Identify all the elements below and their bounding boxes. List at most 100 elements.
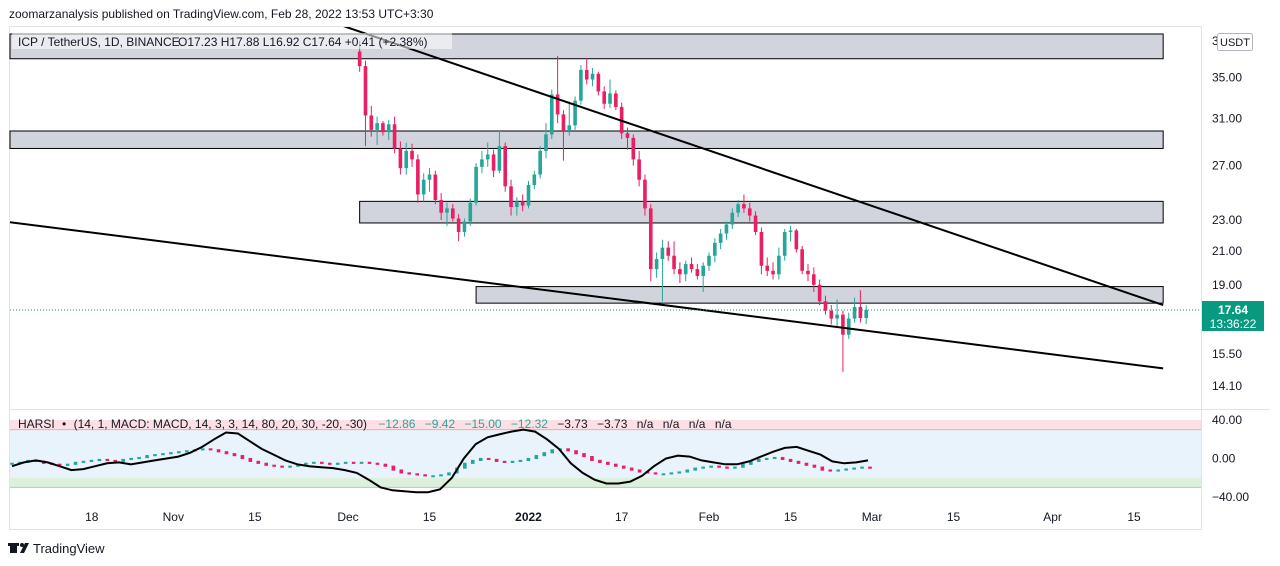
harsi-candle: [200, 448, 205, 451]
harsi-candle: [653, 472, 658, 475]
harsi-tick: 0.00: [1212, 452, 1236, 466]
harsi-candle: [145, 455, 149, 459]
time-tick: 15: [248, 510, 262, 524]
candle-body: [497, 146, 502, 171]
time-axis[interactable]: 18 Nov 15 Dec 15 2022 17 Feb 15 Mar 15 Apr 15: [85, 510, 1141, 524]
time-tick: 17: [615, 510, 629, 524]
trendline-lower: [10, 221, 1164, 370]
candle-body: [689, 264, 694, 270]
candle-body: [433, 174, 438, 200]
time-tick: Nov: [163, 510, 184, 524]
harsi-candle: [439, 474, 443, 477]
candle-body: [555, 94, 560, 115]
candle-body: [544, 134, 548, 151]
candle-body: [381, 123, 385, 133]
harsi-value-2: −9.42: [425, 417, 456, 431]
candle-body: [584, 69, 589, 80]
price-scale[interactable]: 39.0035.0031.0027.0023.0021.0019.0015.50…: [1212, 34, 1242, 393]
price-tick: 15.50: [1212, 347, 1242, 361]
harsi-candle: [216, 449, 221, 453]
harsi-candle: [709, 465, 713, 468]
harsi-candle: [685, 469, 690, 473]
candle-body: [451, 208, 455, 219]
candle-body: [701, 265, 705, 276]
harsi-candle: [343, 461, 348, 464]
harsi-value-1: −12.86: [378, 417, 415, 431]
harsi-candle: [756, 458, 761, 462]
harsi-candle: [741, 463, 745, 468]
publish-info: zoomarzanalysis published on TradingView…: [9, 7, 434, 21]
harsi-legend[interactable]: HARSI • (14, 1, MACD: MACD, 14, 3, 3, 14…: [18, 417, 732, 431]
price-candles: [357, 40, 869, 372]
harsi-tick: −40.00: [1212, 490, 1249, 504]
harsi-candle: [788, 458, 793, 462]
harsi-candle: [327, 462, 332, 465]
candle-body: [386, 124, 391, 133]
harsi-candle: [184, 450, 189, 453]
candle-body: [515, 201, 519, 207]
candle-body: [468, 202, 473, 222]
candle-body: [812, 274, 816, 285]
candle-body: [643, 179, 647, 209]
harsi-value-8: n/a: [663, 417, 680, 431]
tradingview-logo-icon: [8, 543, 29, 553]
time-tick: 15: [784, 510, 798, 524]
harsi-candle: [796, 460, 801, 464]
candle-body: [730, 212, 735, 225]
candle-body: [596, 73, 601, 92]
candle-body: [462, 221, 467, 233]
symbol-legend[interactable]: ICP / TetherUS, 1D, BINANCE O17.23 H17.8…: [12, 33, 452, 49]
candle-body: [788, 230, 793, 233]
harsi-candle: [383, 463, 388, 467]
harsi-candle: [65, 463, 70, 466]
zone-3: [359, 200, 1164, 224]
harsi-candle: [232, 453, 237, 457]
last-price-label: 17.64 13:36:22: [1202, 301, 1264, 331]
time-tick: 15: [423, 510, 437, 524]
candle-body: [456, 218, 461, 233]
time-tick: 2022: [515, 510, 542, 524]
price-tick: 27.00: [1212, 159, 1242, 173]
harsi-candle: [240, 455, 245, 460]
currency-badge[interactable]: USDT: [1217, 33, 1253, 51]
harsi-candle: [375, 462, 380, 465]
harsi-candle: [502, 460, 507, 463]
candle-body: [445, 208, 449, 213]
candle-body: [841, 314, 845, 335]
harsi-candle: [725, 466, 729, 469]
harsi-candle: [844, 468, 848, 471]
harsi-candle: [582, 453, 586, 458]
candle-body: [392, 124, 397, 149]
candle-body: [480, 159, 484, 167]
harsi-scale[interactable]: 40.00 0.00 −40.00: [1212, 413, 1249, 504]
candle-body: [614, 93, 618, 107]
harsi-candle: [391, 465, 396, 471]
time-tick: Feb: [699, 510, 720, 524]
harsi-value-10: n/a: [715, 417, 732, 431]
harsi-candle: [574, 450, 578, 455]
harsi-candle: [113, 459, 118, 462]
candle-body: [503, 146, 508, 187]
candle-body: [410, 150, 414, 160]
candle-body: [695, 269, 700, 276]
harsi-candle: [661, 473, 666, 476]
harsi-candle: [518, 459, 523, 462]
harsi-candle: [447, 472, 451, 476]
harsi-candle: [804, 462, 809, 466]
candle-body: [375, 123, 379, 130]
candle-body: [707, 255, 711, 266]
candle-body: [532, 174, 537, 185]
candle-body: [549, 94, 554, 135]
harsi-candle: [407, 472, 412, 475]
candle-body: [357, 51, 362, 67]
harsi-candle: [852, 467, 856, 470]
harsi-candle: [470, 459, 475, 464]
candle-body: [608, 93, 612, 104]
candle-body: [794, 230, 799, 250]
harsi-candle: [359, 461, 364, 464]
tradingview-brand[interactable]: TradingView: [8, 541, 105, 556]
harsi-value-3: −15.00: [465, 417, 502, 431]
candle-body: [806, 270, 810, 275]
harsi-candle: [478, 457, 483, 462]
time-tick: 15: [1127, 510, 1141, 524]
